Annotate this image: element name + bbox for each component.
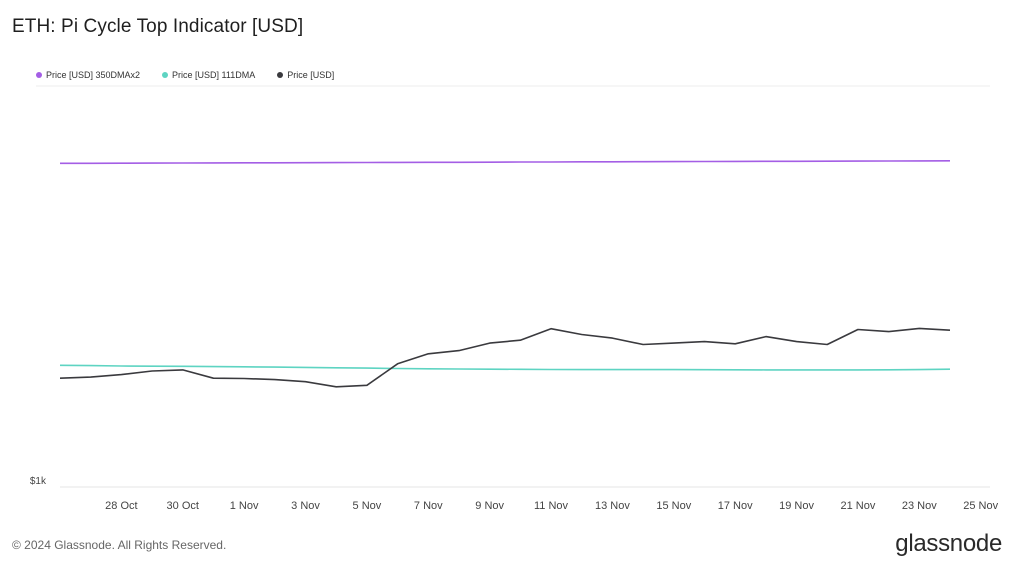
series-line-350dmax2[interactable]	[60, 160, 951, 165]
copyright-text: © 2024 Glassnode. All Rights Reserved.	[12, 538, 227, 552]
x-tick-label: 13 Nov	[595, 500, 630, 512]
legend-item-price[interactable]: Price [USD]	[277, 70, 334, 80]
series-lines	[59, 160, 951, 388]
x-tick-label: 28 Oct	[105, 500, 137, 512]
legend-dot-111dma	[162, 72, 169, 78]
x-tick-label: 15 Nov	[656, 500, 691, 512]
x-tick-label: 23 Nov	[902, 500, 937, 512]
legend-label-350dmax2: Price [USD] 350DMAx2	[46, 70, 141, 80]
x-tick-label: 17 Nov	[718, 500, 753, 512]
y-tick-label: $1k	[30, 476, 47, 487]
x-tick-label: 11 Nov	[534, 500, 569, 512]
chart-legend: Price [USD] 350DMAx2 Price [USD] 111DMA …	[36, 70, 334, 80]
x-tick-label: 9 Nov	[475, 500, 504, 512]
x-tick-label: 21 Nov	[841, 500, 876, 512]
legend-dot-price	[277, 72, 284, 78]
x-tick-label: 25 Nov	[963, 500, 998, 512]
legend-item-350dmax2[interactable]: Price [USD] 350DMAx2	[36, 70, 140, 80]
legend-item-111dma[interactable]: Price [USD] 111DMA	[162, 70, 255, 80]
chart-title: ETH: Pi Cycle Top Indicator [USD]	[12, 16, 304, 37]
x-tick-label: 19 Nov	[779, 500, 814, 512]
glassnode-logo: glassnode	[895, 530, 1002, 557]
x-tick-label: 30 Oct	[167, 500, 199, 512]
legend-label-111dma: Price [USD] 111DMA	[172, 70, 256, 80]
x-tick-labels: 28 Oct 30 Oct 1 Nov 3 Nov 5 Nov 7 Nov 9 Nov 11 …	[105, 500, 998, 512]
legend-dot-350dmax2	[36, 72, 42, 78]
legend-label-price: Price [USD]	[287, 70, 335, 80]
x-tick-label: 5 Nov	[353, 500, 382, 512]
series-line-price[interactable]	[59, 327, 951, 388]
x-tick-label: 3 Nov	[291, 500, 320, 512]
x-tick-label: 7 Nov	[414, 500, 443, 512]
series-line-111dma[interactable]	[59, 364, 951, 371]
x-tick-label: 1 Nov	[230, 500, 259, 512]
